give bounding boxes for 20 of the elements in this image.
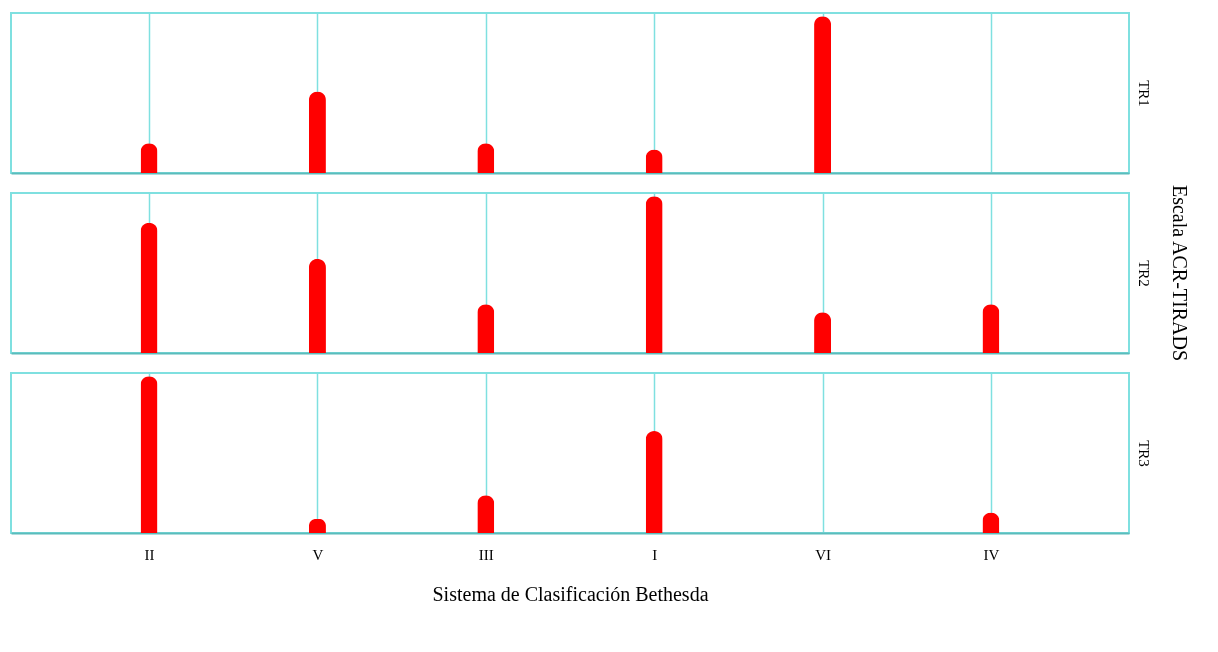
text: TR2: [1135, 260, 1152, 287]
x-axis-title: Sistema de Clasificación Bethesda: [432, 582, 709, 605]
bar: [982, 304, 1000, 353]
x-tick-label: VI: [815, 546, 831, 563]
bar: [140, 222, 158, 353]
bar: [308, 258, 326, 353]
bar: [645, 431, 663, 533]
x-tick-label: III: [478, 546, 494, 563]
text: TR1: [1135, 80, 1152, 107]
x-tick-label: I: [652, 546, 658, 563]
bar: [308, 91, 326, 173]
x-tick-label: V: [312, 546, 324, 563]
bar: [140, 376, 158, 533]
bar: [477, 304, 495, 353]
x-tick-label: II: [144, 546, 155, 563]
y-axis-title: Escala ACR-TIRADS: [1169, 184, 1191, 362]
bar: [814, 16, 832, 173]
text: TR3: [1135, 440, 1152, 467]
bar: [645, 196, 663, 353]
x-tick-label: IV: [983, 546, 1000, 563]
